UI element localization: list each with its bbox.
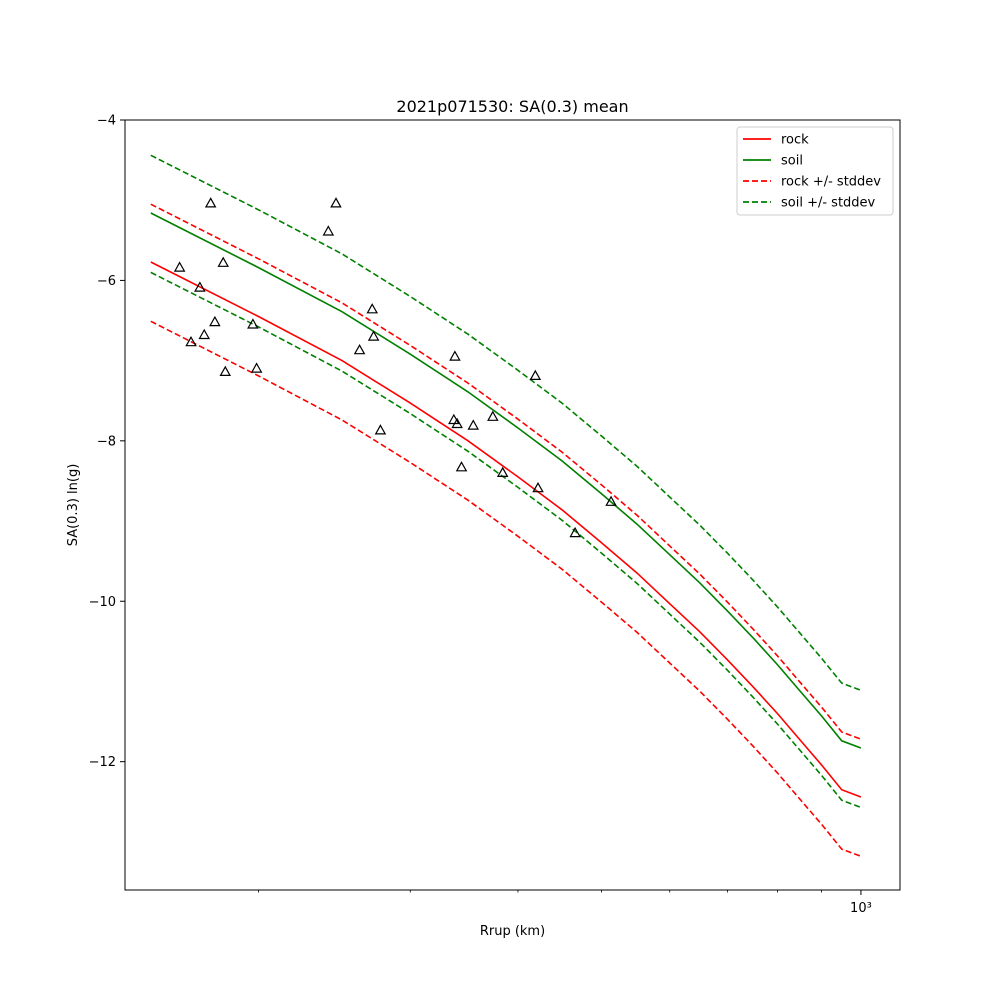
observation-point-16: [449, 350, 461, 361]
legend: rock soil rock +/- stddev soil +/- stddev: [736, 126, 894, 216]
legend-label: soil: [781, 154, 803, 169]
observation-point-10: [322, 225, 335, 236]
y-axis-label: SA(0.3) ln(g): [66, 464, 81, 547]
chart-title: 2021p071530: SA(0.3) mean: [396, 97, 628, 116]
observation-point-3: [194, 281, 206, 292]
series-line-rock-0: [150, 261, 862, 798]
observation-point-8: [247, 318, 259, 329]
observation-point-11: [330, 197, 342, 208]
observation-point-26: [605, 495, 617, 506]
observation-point-9: [250, 362, 263, 373]
observation-point-18: [451, 417, 463, 429]
observation-point-19: [455, 461, 468, 472]
observation-point-22: [496, 466, 509, 477]
legend-label: rock: [781, 133, 809, 148]
observation-point-13: [366, 303, 379, 314]
x-tick-label: 10³: [850, 901, 872, 916]
observation-point-24: [532, 481, 544, 493]
series-line-soil-1: [150, 212, 862, 749]
observation-point-6: [185, 335, 197, 347]
observation-point-7: [219, 365, 232, 376]
observation-point-0: [204, 197, 217, 208]
y-tick-label: −8: [97, 434, 116, 449]
observation-point-12: [353, 343, 366, 355]
y-tick-label: −12: [89, 755, 116, 770]
series-line-soil-stddev-5: [150, 271, 862, 809]
series-line-soil-stddev-4: [150, 154, 862, 692]
y-axis: −4 −6 −8 −10 −12: [89, 114, 125, 770]
observation-point-17: [448, 413, 460, 425]
series-line-rock-stddev-2: [150, 203, 862, 740]
observation-point-15: [374, 424, 387, 435]
observation-point-1: [173, 261, 186, 272]
legend-box: [736, 126, 894, 216]
legend-label: rock +/- stddev: [781, 175, 881, 190]
observation-point-23: [529, 369, 542, 380]
observation-point-2: [217, 256, 230, 267]
observation-point-25: [569, 526, 581, 538]
series-line-rock-stddev-3: [150, 320, 862, 858]
observation-point-20: [467, 419, 480, 430]
observation-points: [173, 197, 617, 538]
y-tick-label: −4: [97, 114, 116, 129]
plot-frame: [124, 119, 901, 891]
series-layer: [150, 154, 862, 858]
y-tick-label: −6: [97, 274, 116, 289]
y-tick-label: −10: [89, 595, 116, 610]
observation-point-4: [198, 328, 211, 340]
x-axis-label: Rrup (km): [480, 924, 545, 939]
observation-point-14: [367, 330, 380, 341]
x-axis: 10³: [258, 890, 872, 916]
observation-point-5: [209, 315, 221, 327]
legend-label: soil +/- stddev: [781, 196, 876, 211]
observation-point-21: [487, 410, 499, 421]
